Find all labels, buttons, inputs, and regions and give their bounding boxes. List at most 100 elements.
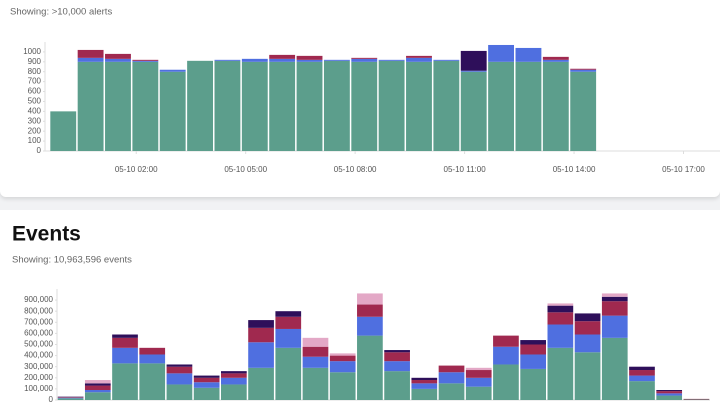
y-tick-label: 100 [28,136,42,145]
bar-segment [269,61,296,152]
bar-segment [465,367,492,371]
x-tick-label: 05-10 14:00 [553,165,596,174]
bar-segment [411,388,438,400]
bar-segment [248,342,274,368]
bar-segment [411,377,438,381]
bar-segment [221,371,247,374]
bar-segment [112,347,138,364]
bar-segment [166,373,193,385]
y-tick-label: 600,000 [24,329,53,338]
x-tick-label: 05-10 11:00 [444,165,487,174]
bar-segment [406,55,432,58]
y-tick-label: 900,000 [24,295,53,304]
bar-segment [357,335,383,400]
bar-segment [411,380,438,384]
bar-segment [57,398,84,400]
bar-segment [296,61,323,152]
bar-segment [570,68,597,70]
bar-segment [50,111,77,151]
bar-segment [438,365,465,373]
bar-segment [547,324,574,348]
bar-segment [515,61,542,152]
bar-segment [221,373,247,378]
bar-segment [629,366,655,371]
bar-segment [601,301,628,316]
x-tick-label: 05-10 17:00 [662,165,705,174]
bar-segment [656,395,683,400]
bar-segment [520,354,546,369]
bar-segment [221,377,247,385]
y-tick-label: 800 [28,67,42,76]
bar-segment [139,347,166,355]
y-tick-label: 1000 [23,47,41,56]
bar-segment [193,382,220,388]
bar-segment [493,335,519,347]
bar-segment [329,372,356,400]
bar-segment [105,53,131,59]
bar-segment [139,354,166,364]
bar-segment [329,355,356,362]
bar-segment [193,387,220,400]
bar-segment [488,61,515,152]
y-tick-label: 500 [28,97,42,106]
bar-segment [132,59,159,61]
bar-segment [357,293,383,305]
bar-segment [406,57,432,62]
bar-segment [132,61,159,152]
bar-segment [112,337,138,348]
bar-segment [351,58,378,62]
bar-segment [159,71,186,151]
bar-segment [214,60,241,152]
bar-segment [378,60,405,152]
bar-segment [493,346,519,365]
bar-segment [570,69,597,72]
events-card: Events Showing: 10,963,596 events 0 100,0… [0,210,720,405]
bar-segment [465,377,492,387]
y-tick-label: 800,000 [24,306,53,315]
bar-segment [296,59,323,62]
bar-segment [248,320,274,328]
bar-segment [84,392,111,400]
bar-segment [629,370,655,376]
bar-segment [574,313,601,322]
bar-segment [570,71,597,151]
bar-segment [542,61,569,152]
bar-segment [84,383,111,386]
bar-segment [547,305,574,313]
bar-segment [460,50,487,71]
bar-segment [269,58,296,62]
bar-segment [520,344,546,355]
x-tick-label: 05-10 08:00 [334,165,377,174]
bar-segment [105,58,131,62]
bar-segment [187,60,213,152]
bar-segment [302,356,329,368]
bar-segment [57,396,84,398]
bar-segment [57,397,84,399]
bar-segment [112,363,138,400]
bar-segment [384,361,410,372]
bar-segment [411,383,438,389]
bar-segment [166,366,193,374]
bar-segment [683,398,710,400]
bar-segment [433,59,460,61]
bar-segment [357,304,383,317]
y-tick-label: 200 [28,126,42,135]
y-tick-label: 900 [28,57,42,66]
events-title: Events [12,223,81,246]
bar-segment [574,352,601,400]
bar-segment [547,303,574,306]
bar-segment [323,59,350,61]
bar-segment [601,315,628,338]
bar-segment [159,69,186,72]
bar-segment [77,61,104,152]
bar-segment [601,337,628,400]
bar-segment [221,384,247,400]
y-tick-label: 0 [37,146,42,155]
bar-segment [139,363,166,400]
bar-segment [384,371,410,400]
bar-segment [329,361,356,373]
bar-segment [57,397,84,398]
y-tick-label: 600 [28,87,42,96]
bar-segment [656,393,683,396]
bar-segment [384,352,410,362]
